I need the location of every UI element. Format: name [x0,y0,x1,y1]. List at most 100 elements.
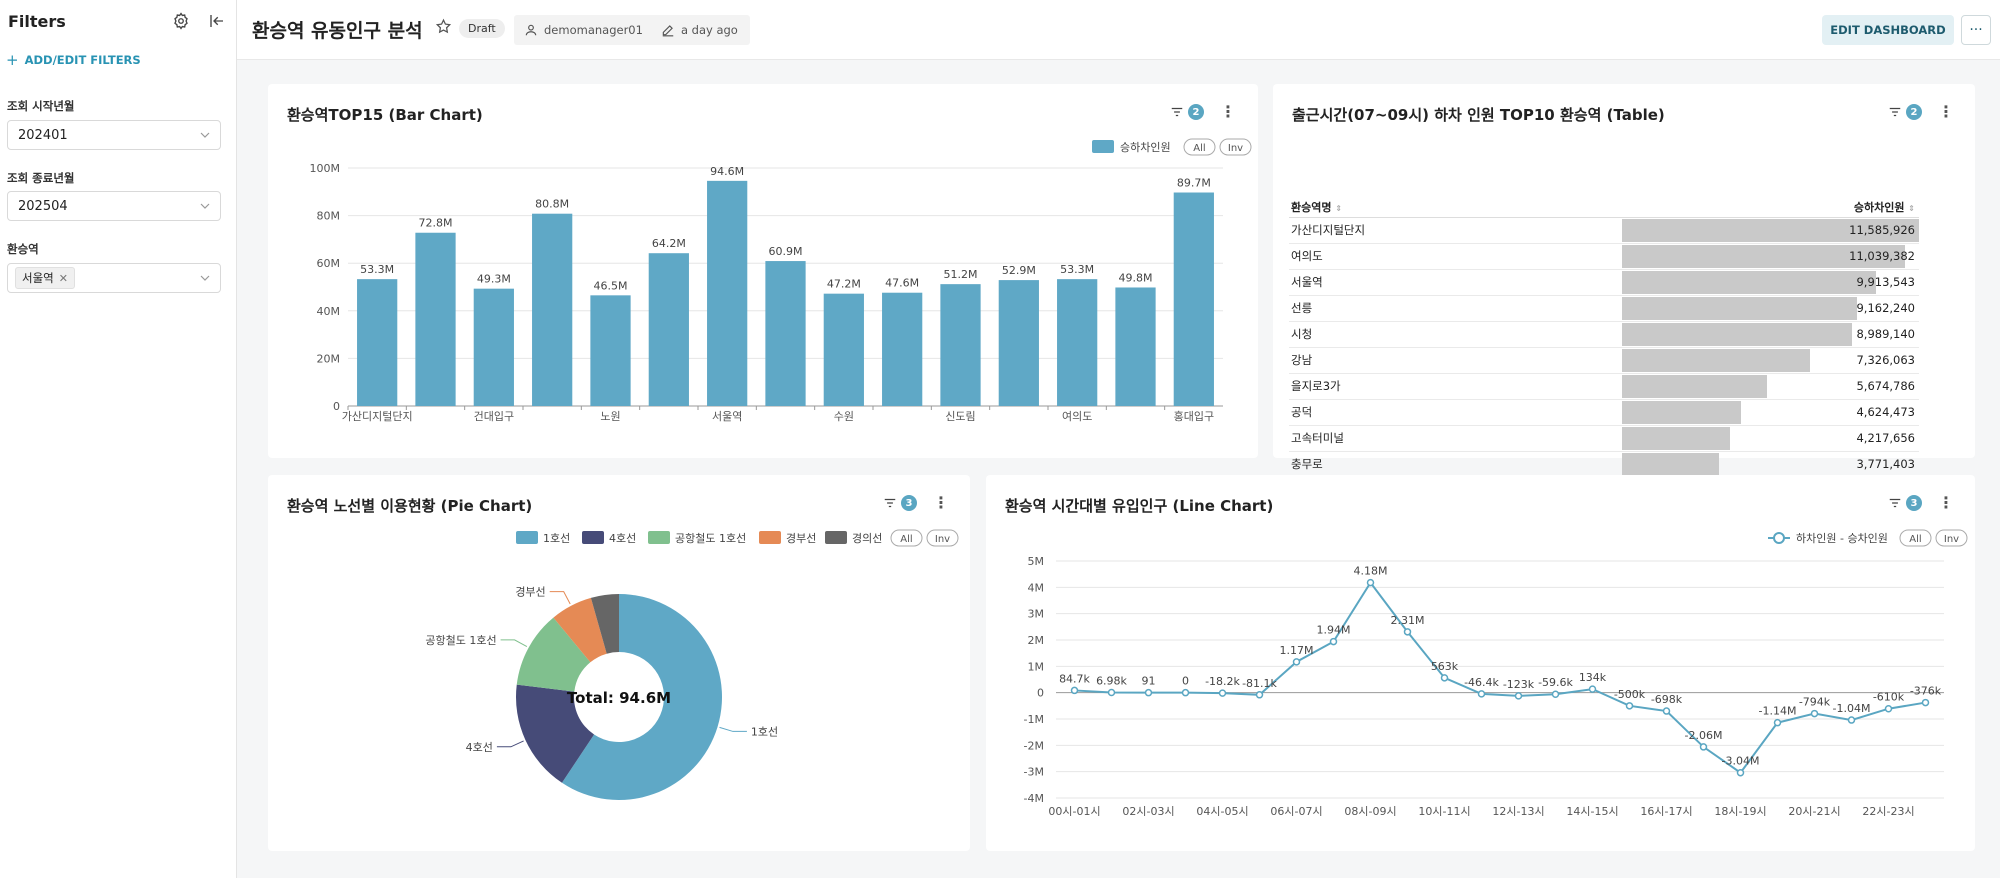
line-point[interactable] [1810,709,1819,718]
pie-slice[interactable] [590,594,619,654]
line-point[interactable] [1551,690,1560,698]
line-point[interactable] [1625,702,1634,710]
bar[interactable] [1115,287,1156,406]
bar[interactable] [532,213,573,406]
value-cell: 3,771,403 [1622,451,1919,478]
bar-data-label: 53.3M [1060,263,1094,276]
pie-label-line [496,740,524,748]
line-point[interactable] [1773,718,1782,727]
kebab-menu-icon[interactable]: ⋮ [1220,102,1236,121]
pie-slice[interactable] [561,594,722,800]
table-row[interactable]: 강남 7,326,063 [1289,347,1919,374]
line-point[interactable] [1588,685,1597,693]
legend-all-button[interactable] [1899,529,1932,547]
column-header-name[interactable]: 환승역명 ⇕ [1289,197,1622,218]
legend-label[interactable]: 경부선 [786,532,816,545]
bar-data-label: 51.2M [944,268,978,281]
pie-slice[interactable] [516,617,591,692]
line-point[interactable] [1884,704,1893,713]
filter-indicator[interactable]: 2 [1884,102,1926,122]
pie-slice[interactable] [516,684,595,783]
legend-inv-button[interactable] [1935,529,1968,547]
line-point[interactable] [1847,716,1856,724]
line-point[interactable] [1366,578,1375,587]
pie-slice-label: 경부선 [515,586,545,599]
table-row[interactable]: 공덕 4,624,473 [1289,399,1919,426]
kebab-menu-icon[interactable]: ⋮ [933,493,949,512]
bar[interactable] [590,295,631,406]
kebab-menu-icon[interactable]: ⋮ [1938,102,1954,121]
line-point[interactable] [1292,658,1301,666]
bar[interactable] [415,232,456,406]
filter-indicator[interactable]: 3 [879,493,921,513]
legend-all-button[interactable] [890,529,923,547]
legend-all-button[interactable] [1183,138,1216,156]
legend-inv-button[interactable] [1219,138,1252,156]
line-point[interactable] [1699,743,1708,751]
filter-icon [1889,498,1901,508]
filter-indicator[interactable]: 2 [1166,102,1208,122]
y-tick-label: 5M [1028,555,1045,568]
bar[interactable] [882,292,923,406]
bar[interactable] [707,180,748,406]
legend-label[interactable]: 하차인원 - 승차인원 [1796,531,1888,545]
end-month-select[interactable]: 202504 [7,191,221,221]
line-data-label: -46.4k [1464,676,1499,689]
table-row[interactable]: 가산디지털단지 11,585,926 [1289,217,1919,244]
add-edit-filters-button[interactable]: + ADD/EDIT FILTERS [6,51,141,69]
x-tick-label: 08시-09시 [1344,805,1396,818]
line-point[interactable] [1107,688,1116,697]
line-point[interactable] [1218,689,1227,697]
line-point[interactable] [1440,674,1449,682]
legend-label[interactable]: 경의선 [852,532,882,545]
gear-icon[interactable] [170,10,192,32]
legend-label[interactable]: 승하차인원 [1120,140,1171,154]
more-options-button[interactable]: ··· [1961,15,1991,45]
line-point[interactable] [1144,688,1153,697]
bar[interactable] [473,288,514,406]
line-point[interactable] [1181,688,1190,697]
legend-label[interactable]: 1호선 [543,532,570,545]
station-select[interactable]: 서울역 ✕ [7,263,221,293]
legend-inv-button[interactable] [926,529,959,547]
start-month-select[interactable]: 202401 [7,120,221,150]
line-point[interactable] [1514,692,1523,700]
filter-indicator[interactable]: 3 [1884,493,1926,513]
legend-label[interactable]: 공항철도 1호선 [675,532,746,545]
table-row[interactable]: 고속터미널 4,217,656 [1289,425,1919,452]
star-icon[interactable] [435,18,452,35]
bar[interactable] [1057,279,1098,406]
pie-slice[interactable] [553,597,607,663]
x-tick-label: 02시-03시 [1122,805,1174,818]
line-point[interactable] [1477,690,1486,698]
table-row[interactable]: 충무로 3,771,403 [1289,451,1919,478]
column-header-value[interactable]: 승하차인원 ⇕ [1622,197,1919,218]
line-point[interactable] [1736,768,1745,777]
table-row[interactable]: 선릉 9,162,240 [1289,295,1919,322]
collapse-sidebar-icon[interactable] [206,10,228,32]
bar[interactable] [765,261,806,406]
line-point[interactable] [1329,637,1338,646]
legend-label[interactable]: 4호선 [609,532,636,545]
line-point[interactable] [1255,691,1264,699]
line-point[interactable] [1662,707,1671,715]
line-point[interactable] [1403,628,1412,636]
tag-close-icon[interactable]: ✕ [58,271,68,285]
bar-data-label: 53.3M [360,263,394,276]
bar[interactable] [823,293,864,406]
bar[interactable] [648,253,689,406]
bar[interactable] [357,279,398,406]
kebab-menu-icon[interactable]: ⋮ [1938,493,1954,512]
line-point[interactable] [1070,686,1079,695]
table-row[interactable]: 시청 8,989,140 [1289,321,1919,348]
x-tick-label: 신도림 [945,410,975,423]
bar[interactable] [940,284,981,406]
table-row[interactable]: 서울역 9,913,543 [1289,269,1919,296]
edit-dashboard-button[interactable]: EDIT DASHBOARD [1822,15,1954,45]
line-point[interactable] [1921,698,1930,707]
table-row[interactable]: 여의도 11,039,382 [1289,243,1919,270]
pie-slice-label: 4호선 [466,741,493,754]
table-row[interactable]: 을지로3가 5,674,786 [1289,373,1919,400]
bar[interactable] [998,280,1039,406]
bar[interactable] [1173,192,1214,406]
